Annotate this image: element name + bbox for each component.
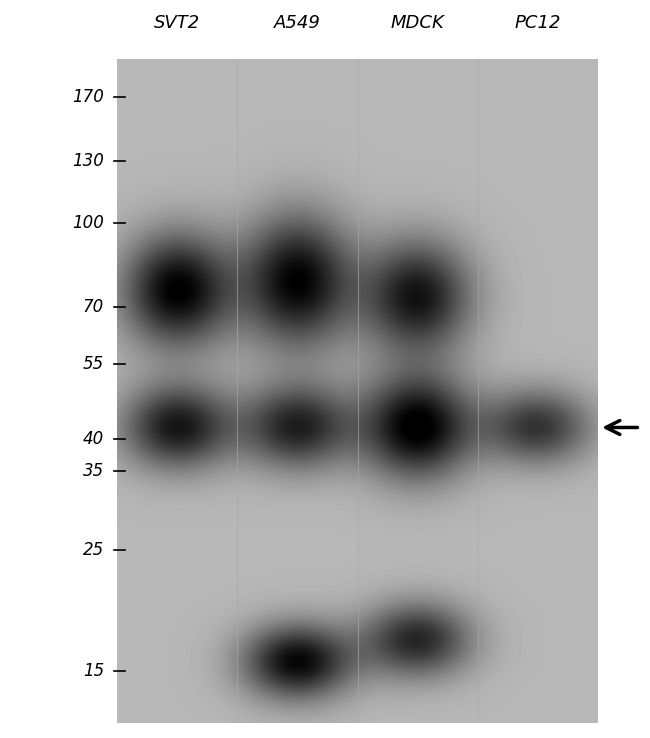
Text: SVT2: SVT2: [154, 15, 200, 32]
Text: 55: 55: [83, 355, 104, 373]
Text: 25: 25: [83, 541, 104, 559]
Text: 100: 100: [72, 214, 104, 232]
Text: PC12: PC12: [515, 15, 561, 32]
Text: A549: A549: [274, 15, 321, 32]
Text: 130: 130: [72, 152, 104, 170]
Text: 15: 15: [83, 661, 104, 680]
Text: 40: 40: [83, 430, 104, 448]
Text: MDCK: MDCK: [391, 15, 445, 32]
Text: 70: 70: [83, 298, 104, 316]
Text: 35: 35: [83, 461, 104, 480]
Text: 170: 170: [72, 89, 104, 106]
